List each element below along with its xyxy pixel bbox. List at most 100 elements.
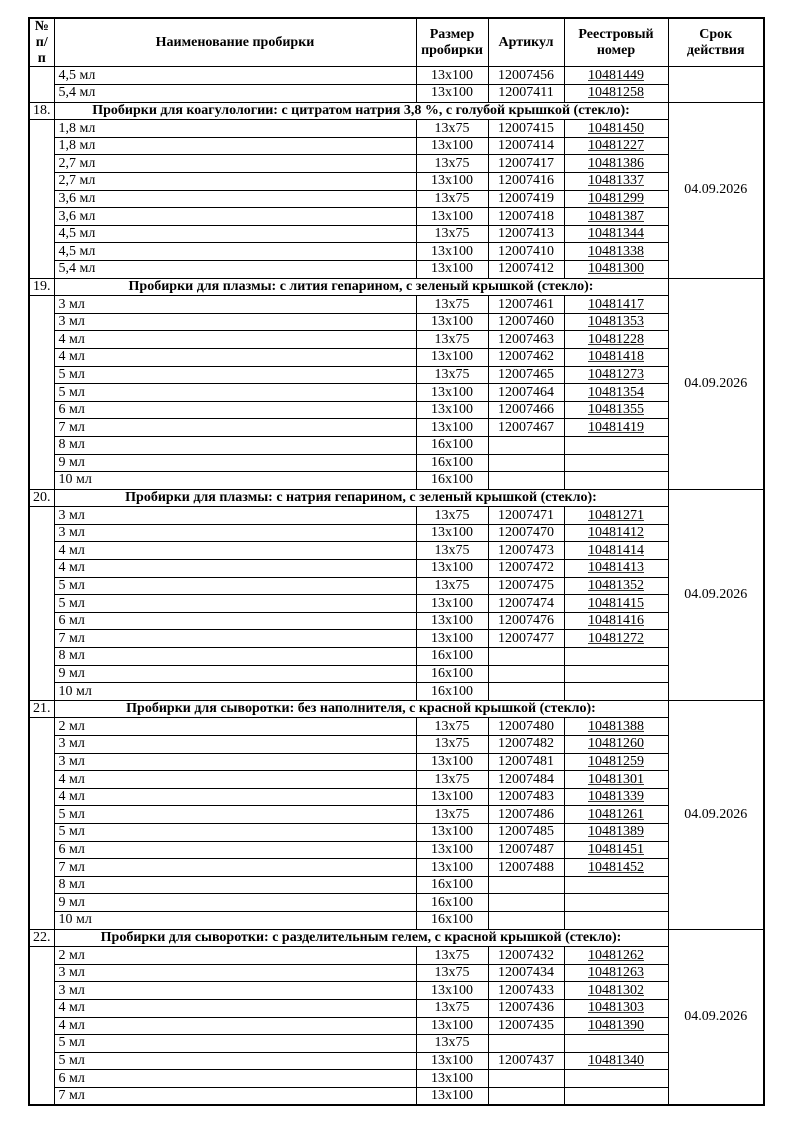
- cell-tube-size: 13x75: [415, 770, 489, 789]
- cell-registry-number-link[interactable]: 10481262: [563, 946, 669, 965]
- table-row: 6 мл 13x100 12007476 10481416: [29, 611, 764, 631]
- cell-registry-number-link[interactable]: 10481387: [563, 207, 669, 226]
- cell-registry-number-link[interactable]: 10481259: [563, 752, 669, 772]
- cell-registry-number-link[interactable]: 10481260: [563, 735, 669, 754]
- section-number: 19.: [28, 277, 55, 297]
- cell-tube-name: 10 мл: [53, 471, 417, 490]
- cell-tube-size: 13x100: [415, 242, 489, 261]
- cell-tube-name: 5,4 мл: [53, 259, 417, 279]
- cell-article: [487, 682, 565, 701]
- row-number-cell: [28, 295, 55, 490]
- cell-registry-number-link[interactable]: 10481337: [563, 172, 669, 191]
- cell-registry-number-link[interactable]: 10481227: [563, 136, 669, 156]
- cell-registry-number-link[interactable]: 10481271: [563, 506, 669, 525]
- cell-registry-number-link[interactable]: 10481417: [563, 295, 669, 314]
- cell-tube-name: 4 мл: [53, 770, 417, 789]
- table-row: 9 мл 16x100: [29, 453, 764, 473]
- section-header-row: 22. Пробирки для сыворотки: с разделитель…: [28, 928, 765, 1106]
- section-header-row: 18. Пробирки для коагулологии: с цитратом…: [28, 101, 765, 279]
- cell-tube-size: 13x75: [415, 998, 489, 1018]
- cell-article: 12007411: [487, 84, 565, 103]
- cell-article: 12007471: [487, 506, 565, 525]
- cell-tube-size: 16x100: [415, 893, 489, 912]
- cell-registry-number-link[interactable]: 10481388: [563, 717, 669, 736]
- cell-registry-number-link[interactable]: 10481261: [563, 805, 669, 824]
- cell-tube-size: 13x75: [415, 506, 489, 525]
- cell-registry-number-link[interactable]: 10481416: [563, 611, 669, 631]
- column-header-article: Артикул: [487, 17, 565, 68]
- cell-tube-size: 13x75: [415, 717, 489, 736]
- cell-tube-name: 5 мл: [53, 365, 417, 385]
- cell-tube-name: 5 мл: [53, 805, 417, 824]
- table-row: 5,4 мл 13x100 12007412 10481300: [29, 259, 764, 279]
- cell-tube-name: 5 мл: [53, 1051, 417, 1071]
- cell-tube-name: 4 мл: [53, 541, 417, 561]
- cell-article: 12007416: [487, 172, 565, 191]
- cell-registry-number-link[interactable]: 10481389: [563, 822, 669, 842]
- cell-registry-number-link: [563, 875, 669, 895]
- cell-tube-name: 4 мл: [53, 998, 417, 1018]
- cell-tube-name: 4,5 мл: [53, 224, 417, 244]
- cell-article: 12007485: [487, 822, 565, 842]
- cell-registry-number-link[interactable]: 10481353: [563, 312, 669, 332]
- cell-article: 12007436: [487, 998, 565, 1018]
- cell-tube-name: 5 мл: [53, 383, 417, 402]
- cell-registry-number-link: [563, 471, 669, 490]
- cell-registry-number-link[interactable]: 10481352: [563, 576, 669, 596]
- cell-article: 12007476: [487, 611, 565, 631]
- cell-registry-number-link[interactable]: 10481390: [563, 1016, 669, 1036]
- cell-article: 12007488: [487, 858, 565, 877]
- cell-registry-number-link[interactable]: 10481355: [563, 400, 669, 420]
- cell-tube-size: 13x100: [415, 840, 489, 860]
- cell-registry-number-link[interactable]: 10481412: [563, 523, 669, 543]
- cell-registry-number-link[interactable]: 10481299: [563, 189, 669, 209]
- cell-article: 12007484: [487, 770, 565, 789]
- validity-date: 04.09.2026: [667, 101, 765, 279]
- cell-tube-name: 5,4 мл: [53, 84, 417, 103]
- cell-registry-number-link: [563, 453, 669, 473]
- cell-tube-size: 13x100: [415, 1016, 489, 1036]
- cell-registry-number-link[interactable]: 10481419: [563, 418, 669, 437]
- cell-registry-number-link[interactable]: 10481338: [563, 242, 669, 261]
- cell-registry-number-link[interactable]: 10481452: [563, 858, 669, 877]
- table-row: 4 мл 13x100 12007472 10481413: [29, 559, 764, 578]
- cell-registry-number-link[interactable]: 10481258: [563, 84, 669, 103]
- cell-article: 12007467: [487, 418, 565, 437]
- cell-registry-number-link[interactable]: 10481451: [563, 840, 669, 860]
- cell-tube-name: 4 мл: [53, 787, 417, 807]
- validity-date: 04.09.2026: [667, 277, 765, 490]
- cell-tube-size: 13x75: [415, 224, 489, 244]
- cell-registry-number-link[interactable]: 10481303: [563, 998, 669, 1018]
- cell-tube-name: 2 мл: [53, 717, 417, 736]
- row-number-cell: [28, 717, 55, 930]
- table-body: 4,5 мл 13x100 12007456 10481449 5,4 мл 13x100…: [28, 66, 765, 1106]
- cell-registry-number-link[interactable]: 10481302: [563, 981, 669, 1000]
- cell-registry-number-link[interactable]: 10481449: [563, 66, 669, 86]
- cell-registry-number-link[interactable]: 10481354: [563, 383, 669, 402]
- cell-registry-number-link: [563, 1086, 669, 1106]
- cell-registry-number-link[interactable]: 10481413: [563, 559, 669, 578]
- cell-registry-number-link[interactable]: 10481301: [563, 770, 669, 789]
- table-row: 4 мл 13x100 12007462 10481418: [29, 347, 764, 367]
- cell-registry-number-link[interactable]: 10481344: [563, 224, 669, 244]
- table-row: 4 мл 13x75 12007436 10481303: [29, 998, 764, 1018]
- cell-registry-number-link[interactable]: 10481450: [563, 119, 669, 138]
- cell-registry-number-link[interactable]: 10481386: [563, 154, 669, 173]
- cell-tube-size: 13x100: [415, 207, 489, 226]
- cell-registry-number-link[interactable]: 10481414: [563, 541, 669, 561]
- cell-registry-number-link[interactable]: 10481272: [563, 629, 669, 649]
- cell-registry-number-link[interactable]: 10481418: [563, 347, 669, 367]
- cell-registry-number-link[interactable]: 10481415: [563, 594, 669, 613]
- header-row: № п/п Наименование пробирки Размер проби…: [28, 17, 765, 68]
- cell-registry-number-link[interactable]: 10481300: [563, 259, 669, 279]
- cell-tube-size: 13x100: [415, 383, 489, 402]
- cell-registry-number-link[interactable]: 10481340: [563, 1051, 669, 1071]
- cell-registry-number-link[interactable]: 10481273: [563, 365, 669, 385]
- cell-tube-size: 13x100: [415, 858, 489, 877]
- cell-article: 12007481: [487, 752, 565, 772]
- table-row: 4,5 мл 13x100 12007456 10481449: [28, 66, 765, 103]
- cell-registry-number-link[interactable]: 10481228: [563, 330, 669, 349]
- cell-registry-number-link[interactable]: 10481263: [563, 963, 669, 983]
- cell-registry-number-link[interactable]: 10481339: [563, 787, 669, 807]
- table-row: 4 мл 13x75 12007484 10481301: [29, 770, 764, 789]
